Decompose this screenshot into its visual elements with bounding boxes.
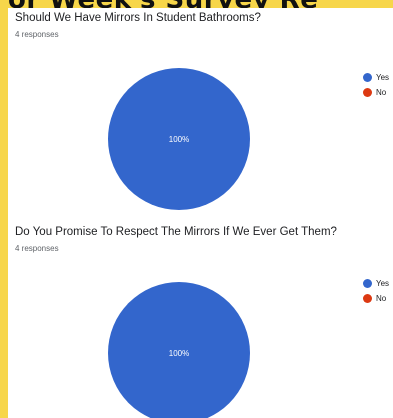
chart-card-mirrors: Should We Have Mirrors In Student Bathro… xyxy=(8,12,393,212)
legend-label: Yes xyxy=(376,279,390,288)
legend-item-no: No xyxy=(363,291,389,306)
legend-swatch-no xyxy=(363,88,372,97)
pie-chart: 100% xyxy=(108,282,250,418)
pie-slice-yes xyxy=(108,68,250,210)
chart-legend: Yes No xyxy=(363,276,389,306)
chart-title: Should We Have Mirrors In Student Bathro… xyxy=(15,12,261,24)
pie-slice-label: 100% xyxy=(169,349,189,358)
chart-title: Do You Promise To Respect The Mirrors If… xyxy=(15,226,337,238)
chart-legend: Yes No xyxy=(363,70,389,100)
legend-label: Yes xyxy=(376,73,390,82)
response-count: 4 responses xyxy=(15,30,59,39)
legend-item-no: No xyxy=(363,85,389,100)
legend-label: No xyxy=(376,88,387,97)
chart-card-respect: Do You Promise To Respect The Mirrors If… xyxy=(8,226,393,418)
pie-chart: 100% xyxy=(108,68,250,210)
legend-swatch-yes xyxy=(363,73,372,82)
pie-slice-label: 100% xyxy=(169,135,189,144)
legend-swatch-yes xyxy=(363,279,372,288)
response-count: 4 responses xyxy=(15,244,59,253)
legend-swatch-no xyxy=(363,294,372,303)
legend-item-yes: Yes xyxy=(363,70,389,85)
legend-label: No xyxy=(376,294,387,303)
survey-results-panel: Should We Have Mirrors In Student Bathro… xyxy=(8,8,393,418)
pie-slice-yes xyxy=(108,282,250,418)
legend-item-yes: Yes xyxy=(363,276,389,291)
